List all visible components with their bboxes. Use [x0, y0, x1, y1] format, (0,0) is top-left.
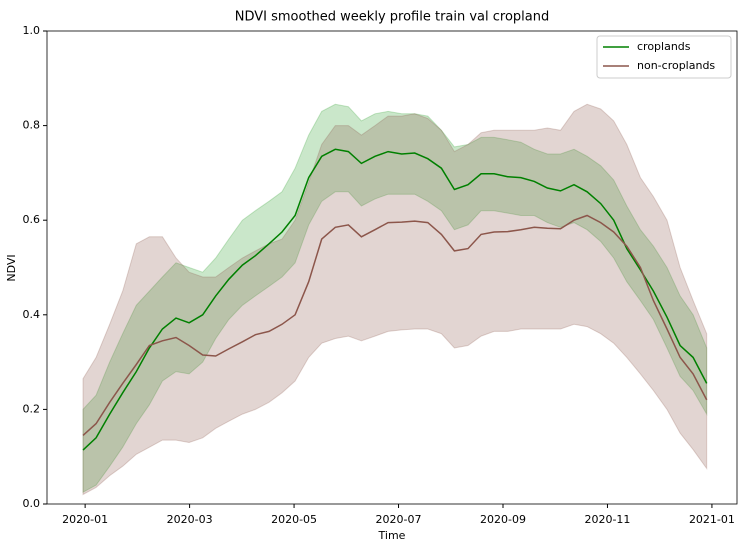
- x-tick-label: 2020-11: [584, 513, 630, 526]
- y-tick-label: 0.2: [23, 402, 41, 415]
- x-tick-label: 2020-01: [62, 513, 108, 526]
- x-axis-label: Time: [378, 529, 406, 542]
- legend: croplands non-croplands: [596, 35, 732, 79]
- x-tick-label: 2020-03: [167, 513, 213, 526]
- x-tick-label: 2021-01: [689, 513, 735, 526]
- y-tick-label: 1.0: [23, 24, 41, 37]
- confidence-band: [82, 103, 708, 494]
- line: [82, 148, 708, 451]
- chart-title: NDVI smoothed weekly profile train val c…: [235, 10, 550, 25]
- line: [82, 214, 708, 436]
- x-tick-label: 2020-05: [271, 513, 317, 526]
- legend-label: croplands: [637, 40, 691, 53]
- y-tick-label: 0.6: [23, 213, 41, 226]
- y-axis-label: NDVI: [5, 254, 18, 281]
- x-tick-label: 2020-09: [480, 513, 526, 526]
- x-tick-label: 2020-07: [376, 513, 422, 526]
- y-tick-label: 0.4: [23, 308, 41, 321]
- y-tick-label: 0.0: [23, 497, 41, 510]
- legend-label: non-croplands: [637, 59, 715, 72]
- confidence-band: [82, 103, 708, 496]
- y-tick-label: 0.8: [23, 119, 41, 132]
- plot-frame: [46, 30, 738, 505]
- legend-box: [596, 35, 732, 79]
